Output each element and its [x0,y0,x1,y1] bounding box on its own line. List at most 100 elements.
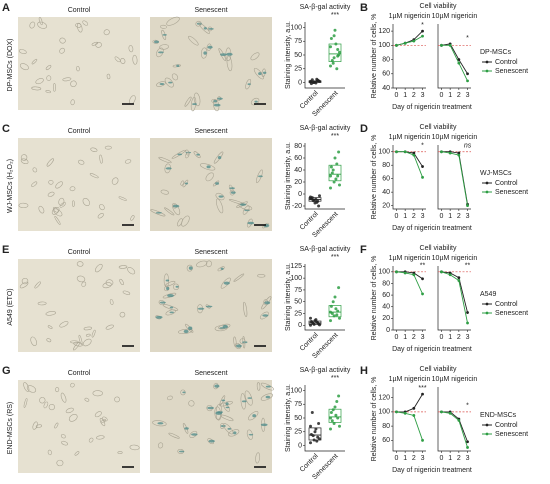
cell [18,202,29,209]
series-point [421,29,424,33]
cell [205,304,211,309]
y-tick-label: 100 [378,269,390,276]
stain [159,301,166,304]
point [332,56,336,60]
stain [214,384,220,388]
cell [23,398,28,408]
series-point [466,79,469,83]
stain [215,182,220,185]
x-tick-label: 2 [412,455,416,462]
image-label: Senescent [194,128,227,135]
cell [219,401,233,407]
point [329,416,332,420]
cell [70,382,75,388]
point [331,300,335,304]
point [329,186,332,190]
cell [164,77,174,88]
legend-label: Control [495,301,518,308]
panel-letter: F [360,244,367,256]
micrograph-bg [150,380,272,473]
x-tick-label: 0 [395,92,399,99]
point [329,427,332,431]
cell [248,411,259,421]
chart-title: SA-β-gal activity [300,246,351,253]
point [336,174,340,178]
y-tick-label: 50 [294,52,302,59]
cell [178,328,193,335]
y-tick-label: 80 [382,423,390,430]
cell [118,265,128,269]
row-label: END-MSCs (RS) [7,402,14,455]
y-tick-label: 25 [294,429,302,436]
point [332,314,336,318]
stain [217,97,223,100]
stain [175,285,179,288]
series-line [441,271,468,313]
point [309,441,312,445]
cell [150,209,166,217]
panel-letter: D [360,123,368,135]
series-point [457,276,461,280]
micrograph-bg [150,259,272,352]
cell [91,41,99,46]
stain [183,329,189,334]
chart-title: Cell viability [420,366,457,373]
stain [191,433,198,436]
cell [96,435,105,440]
stain [265,395,271,399]
micrograph [18,380,140,473]
cell [173,283,180,291]
cell [184,96,192,107]
series-point [403,41,407,45]
cell [104,145,112,150]
series-line [396,393,423,413]
point [329,45,332,49]
point [330,171,334,175]
cell [52,83,56,92]
cell [75,23,82,28]
y-tick-label: 100 [290,24,302,31]
cell [20,158,29,165]
point [309,196,312,200]
cell [188,35,199,46]
stain [177,153,183,156]
point [313,430,317,434]
stain [258,72,262,76]
chart-title: SA-β-gal activity [300,4,351,11]
subplot-title: 1µM nigericin [389,255,431,262]
stain [208,28,214,30]
series-point [457,279,461,282]
cell [243,301,248,317]
point [337,150,341,154]
cell [47,191,55,197]
legend-swatch [485,302,489,306]
point [329,304,333,308]
annotation: * [421,22,424,29]
y-axis-label: Staining intensity, a.u. [285,384,292,452]
point [329,64,332,68]
x-tick-label: 2 [457,334,461,341]
cell [18,49,27,54]
series-point [466,446,469,449]
point [310,78,314,82]
series-point [421,165,424,168]
micrograph-bg [18,17,140,110]
x-tick-label: 3 [466,334,470,341]
panel-letter: H [360,365,368,377]
cell [105,279,114,286]
series-line [396,271,423,280]
subplot-title: 1µM nigericin [389,13,431,20]
cell [168,432,180,439]
micrograph [18,259,140,352]
stain [218,195,224,198]
cell [37,21,47,29]
stain [178,450,185,453]
cell [60,434,66,439]
axis [437,387,471,452]
cell [38,205,45,214]
y-tick-label: 60 [382,176,390,183]
image-label: Control [68,7,91,14]
stain [166,286,170,291]
point [335,162,339,166]
stain [172,204,180,208]
